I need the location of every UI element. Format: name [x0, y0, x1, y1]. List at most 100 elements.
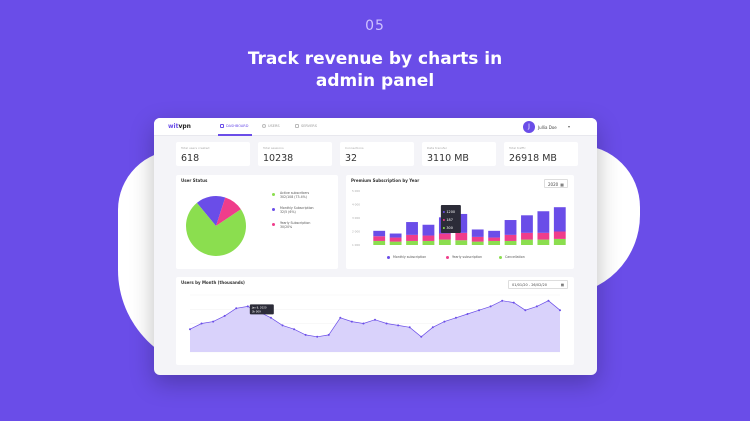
- pie-slice[interactable]: [186, 202, 246, 256]
- area-point[interactable]: [339, 316, 342, 319]
- nav-dashboard[interactable]: DASHBOARD: [220, 124, 248, 128]
- date-range-select[interactable]: 01/01/20 - 26/02/20 ▦: [508, 280, 568, 289]
- area-point[interactable]: [559, 309, 561, 312]
- bar-segment[interactable]: [406, 234, 418, 241]
- bar-segment[interactable]: [537, 239, 550, 245]
- area-point[interactable]: [420, 335, 423, 338]
- area-point[interactable]: [535, 305, 538, 308]
- bar-segment[interactable]: [455, 232, 468, 241]
- area-point[interactable]: [212, 320, 215, 323]
- bar-segment[interactable]: [471, 236, 484, 242]
- area-point[interactable]: [443, 320, 446, 323]
- bar-segment[interactable]: [389, 241, 402, 245]
- bar-segment[interactable]: [521, 239, 533, 245]
- area-point[interactable]: [293, 328, 296, 331]
- stat-label: Data transfer: [427, 146, 447, 150]
- bar-segment[interactable]: [553, 238, 566, 245]
- user-status-card: User Status Active subscribers 302/108 (7…: [176, 175, 338, 269]
- bar-segment[interactable]: [521, 215, 533, 233]
- bar-segment[interactable]: [455, 240, 468, 245]
- stat-value: 3110 MB: [427, 153, 469, 164]
- area-point[interactable]: [223, 314, 226, 317]
- logo-suffix: vpn: [178, 123, 191, 130]
- area-point[interactable]: [269, 316, 272, 319]
- area-point[interactable]: [501, 299, 504, 302]
- bar-segment[interactable]: [373, 230, 386, 237]
- chevron-down-icon[interactable]: ▾: [568, 124, 571, 129]
- legend-dot-active: [272, 193, 275, 196]
- area-point[interactable]: [374, 318, 376, 321]
- area-point[interactable]: [454, 316, 457, 319]
- user-icon: [262, 124, 266, 128]
- bar-segment[interactable]: [553, 207, 566, 232]
- area-point[interactable]: [350, 320, 353, 323]
- area-point[interactable]: [316, 335, 319, 338]
- admin-panel: witvpn DASHBOARD USERS SERVERS J Jullia …: [154, 118, 597, 375]
- area-point[interactable]: [431, 326, 434, 329]
- pie-slice[interactable]: [196, 196, 226, 226]
- area-point[interactable]: [281, 324, 284, 327]
- area-point[interactable]: [547, 299, 550, 302]
- bar-segment[interactable]: [488, 237, 501, 241]
- bar-segment[interactable]: [488, 240, 501, 245]
- bar-segment[interactable]: [406, 222, 418, 235]
- area-point[interactable]: [397, 324, 400, 327]
- bar-segment[interactable]: [438, 239, 451, 245]
- area-point[interactable]: [362, 322, 365, 325]
- logo-prefix: wit: [168, 123, 179, 130]
- bar-segment[interactable]: [471, 241, 484, 245]
- stat-value: 32: [345, 153, 358, 164]
- bar-segment[interactable]: [438, 233, 451, 240]
- bar-segment[interactable]: [471, 229, 484, 237]
- bar-segment[interactable]: [553, 231, 566, 239]
- bar-segment[interactable]: [373, 236, 386, 241]
- bar-segment[interactable]: [504, 234, 517, 241]
- bar-segment[interactable]: [422, 224, 435, 236]
- stat-card: Total traffic 26918 MB: [504, 142, 578, 166]
- bar-segment[interactable]: [537, 211, 550, 233]
- area-point[interactable]: [385, 322, 388, 325]
- bar-segment[interactable]: [537, 232, 550, 240]
- avatar[interactable]: J: [523, 121, 535, 133]
- bar-segment[interactable]: [389, 233, 402, 238]
- area-point[interactable]: [327, 333, 330, 336]
- nav-users[interactable]: USERS: [262, 124, 280, 128]
- area-point[interactable]: [466, 313, 469, 315]
- bar-segment[interactable]: [504, 220, 517, 235]
- bar-segment[interactable]: [389, 237, 402, 242]
- pie-slice[interactable]: [216, 197, 241, 226]
- user-name[interactable]: Jullia Doe: [538, 125, 557, 130]
- legend-yearly-line1: Yearly Subscription: [280, 221, 311, 225]
- year-select[interactable]: 2020 ▦: [544, 179, 568, 188]
- bar-segment[interactable]: [504, 240, 517, 245]
- area-point[interactable]: [189, 328, 191, 331]
- area-point[interactable]: [489, 305, 492, 308]
- headline-line-2: admin panel: [315, 71, 435, 91]
- area-point[interactable]: [235, 307, 238, 310]
- area-point[interactable]: [524, 309, 527, 312]
- logo[interactable]: witvpn: [168, 123, 191, 130]
- area-point[interactable]: [512, 301, 515, 304]
- legend-cancellation: Cancellation: [505, 255, 525, 259]
- nav-servers[interactable]: SERVERS: [295, 124, 317, 128]
- legend-yearly-line2: 30/20%: [280, 225, 293, 229]
- area-point[interactable]: [246, 305, 249, 308]
- bar-segment[interactable]: [488, 230, 501, 238]
- user-status-pie: [186, 196, 246, 256]
- stat-card: Data transfer 3110 MB: [422, 142, 496, 166]
- server-icon: [295, 124, 299, 128]
- area-point[interactable]: [478, 309, 481, 312]
- area-point[interactable]: [304, 333, 307, 336]
- bar-segment[interactable]: [422, 235, 435, 241]
- legend-dot-yearly-sub: [446, 256, 449, 259]
- bar-segment[interactable]: [373, 240, 386, 245]
- bar-segment[interactable]: [406, 240, 418, 245]
- stat-card: Total sessions 10238: [258, 142, 332, 166]
- bar-segment[interactable]: [455, 213, 468, 233]
- area-point[interactable]: [200, 322, 203, 325]
- users-month-title: Users by Month (thousands): [181, 280, 245, 285]
- nav-dashboard-label: DASHBOARD: [226, 124, 249, 128]
- bar-segment[interactable]: [422, 240, 435, 245]
- bar-segment[interactable]: [521, 232, 533, 240]
- area-point[interactable]: [408, 326, 411, 329]
